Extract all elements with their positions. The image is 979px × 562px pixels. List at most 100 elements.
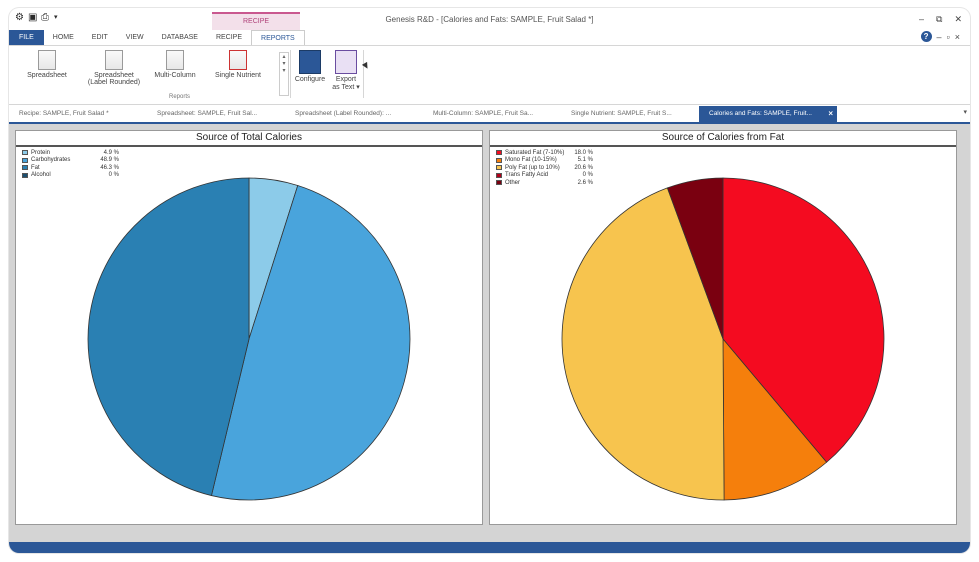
close-tab-icon[interactable]: × [828, 109, 833, 118]
pie-slice-other [666, 177, 724, 340]
chart-title: Source of Total Calories [16, 131, 482, 147]
multi-column-label: Multi-Column [154, 72, 196, 79]
ribbon-minimize-icon[interactable]: – [936, 31, 942, 42]
tab-view[interactable]: VIEW [125, 34, 144, 41]
tab-file[interactable]: FILE [9, 30, 44, 45]
spreadsheet-label-rounded-button[interactable]: Spreadsheet (Label Rounded) [83, 50, 145, 86]
save-icon[interactable]: ▣ [28, 12, 38, 23]
mdi-close-icon[interactable]: × [954, 31, 960, 42]
tab-recipe[interactable]: RECIPE [215, 34, 243, 41]
doc-tab-calories-and-fats[interactable]: Calories and Fats: SAMPLE, Fruit... × [699, 106, 837, 122]
export-label-2: as Text ▾ [332, 84, 360, 91]
spreadsheet-icon [38, 50, 56, 70]
title-bar: ⚙ ▣ ⎙ ▾ RECIPE Genesis R&D - [Calories a… [9, 8, 970, 30]
document-tabs: Recipe: SAMPLE, Fruit Salad * Spreadshee… [9, 106, 970, 124]
group-separator [363, 50, 364, 98]
legend-value: 48.9 % [100, 157, 119, 164]
pie-slice-mono-fat-10-15 [722, 337, 828, 501]
status-bar [9, 542, 970, 553]
legend-swatch [496, 157, 502, 163]
settings-icon[interactable]: ⚙ [15, 12, 24, 23]
spreadsheet-rounded-label-2: (Label Rounded) [87, 79, 141, 86]
legend-value: 4.9 % [103, 149, 119, 156]
customize-dropdown-icon[interactable]: ▾ [54, 14, 58, 21]
legend-label: Alcohol [31, 172, 51, 179]
legend-label: Carbohydrates [31, 157, 71, 164]
doc-tab-calories-and-fats-label: Calories and Fats: SAMPLE, Fruit... [709, 110, 812, 117]
spreadsheet-label: Spreadsheet [27, 72, 67, 79]
export-icon [335, 50, 357, 74]
spreadsheet-button[interactable]: Spreadsheet [25, 50, 69, 79]
legend-label: Protein [31, 149, 51, 156]
legend-value: 2.6 % [577, 179, 593, 186]
quick-access-toolbar: ⚙ ▣ ⎙ ▾ [15, 13, 64, 23]
configure-button[interactable]: Configure [293, 50, 327, 83]
help-controls: ? – ▫ × [920, 31, 960, 42]
ribbon-tabs: FILE HOME EDIT VIEW DATABASE RECIPE REPO… [9, 30, 970, 45]
window-controls: – ⧉ ✕ [919, 14, 962, 25]
legend-item-trans-fatty-acid: Trans Fatty Acid 0 % [496, 172, 593, 180]
gallery-scroll[interactable]: ▴ ▾ ▾ [279, 52, 289, 96]
doc-tab-single-nutrient[interactable]: Single Nutrient: SAMPLE, Fruit S... [571, 110, 672, 117]
configure-label: Configure [294, 76, 326, 83]
pie-slice-carbohydrates [210, 185, 411, 501]
spreadsheet-rounded-icon [105, 50, 123, 70]
legend-item-mono-fat-10-15: Mono Fat (10-15%) 5.1 % [496, 157, 593, 165]
pie-slice-poly-fat-up-to-10 [561, 187, 725, 501]
multi-column-icon [166, 50, 184, 70]
legend-value: 0 % [582, 172, 593, 179]
restore-button[interactable]: ⧉ [936, 14, 943, 24]
legend-swatch [496, 172, 502, 178]
context-tab-group-label: RECIPE [212, 12, 300, 30]
chart-legend: Protein 4.9 % Carbohydrates 48.9 % Fat 46.3 %… [22, 149, 119, 179]
ribbon: Spreadsheet Spreadsheet (Label Rounded) … [9, 45, 970, 105]
doc-tab-multi-column[interactable]: Multi-Column: SAMPLE, Fruit Sa... [433, 110, 534, 117]
mdi-restore-icon[interactable]: ▫ [946, 31, 950, 42]
legend-item-saturated-fat-7-10: Saturated Fat (7-10%) 18.0 % [496, 149, 593, 157]
window-title: Genesis R&D - [Calories and Fats: SAMPLE… [385, 15, 594, 24]
legend-swatch [22, 172, 28, 178]
app-window: ⚙ ▣ ⎙ ▾ RECIPE Genesis R&D - [Calories a… [9, 8, 970, 553]
legend-item-poly-fat-up-to-10: Poly Fat (up to 10%) 20.6 % [496, 164, 593, 172]
close-button[interactable]: ✕ [954, 14, 962, 24]
help-icon[interactable]: ? [920, 31, 932, 42]
legend-label: Poly Fat (up to 10%) [505, 164, 560, 171]
legend-label: Mono Fat (10-15%) [505, 157, 557, 164]
legend-swatch [22, 150, 28, 156]
legend-swatch [496, 180, 502, 186]
doc-tab-spreadsheet-rounded[interactable]: Spreadsheet (Label Rounded): ... [295, 110, 392, 117]
export-label-1: Export [335, 76, 357, 83]
chart-panel-calories-from-fat: Source of Calories from Fat Saturated Fa… [489, 130, 957, 525]
multi-column-button[interactable]: Multi-Column [149, 50, 201, 79]
tab-database[interactable]: DATABASE [161, 34, 198, 41]
legend-value: 46.3 % [100, 164, 119, 171]
doc-tab-spreadsheet[interactable]: Spreadsheet: SAMPLE, Fruit Sal... [157, 110, 258, 117]
pie-slice-fat [87, 177, 250, 497]
print-icon[interactable]: ⎙ [41, 12, 49, 23]
legend-swatch [22, 165, 28, 171]
legend-label: Trans Fatty Acid [505, 172, 549, 179]
legend-label: Other [505, 179, 521, 186]
legend-swatch [496, 165, 502, 171]
legend-label: Fat [31, 164, 40, 171]
chart-title: Source of Calories from Fat [490, 131, 956, 147]
single-nutrient-label: Single Nutrient [215, 72, 261, 79]
configure-icon [299, 50, 321, 74]
single-nutrient-icon [229, 50, 247, 70]
minimize-button[interactable]: – [919, 14, 925, 24]
tab-reports[interactable]: REPORTS [251, 30, 305, 45]
tab-edit[interactable]: EDIT [91, 34, 108, 41]
export-as-text-button[interactable]: Export as Text ▾ [329, 50, 363, 91]
legend-item-fat: Fat 46.3 % [22, 164, 119, 172]
legend-value: 18.0 % [574, 149, 593, 156]
group-separator [290, 50, 291, 98]
tab-list-dropdown-icon[interactable]: ▾ [963, 109, 967, 116]
report-content: Source of Total Calories Protein 4.9 % Car… [9, 124, 970, 544]
doc-tab-recipe[interactable]: Recipe: SAMPLE, Fruit Salad * [19, 110, 109, 117]
legend-value: 5.1 % [577, 157, 593, 164]
single-nutrient-button[interactable]: Single Nutrient [209, 50, 267, 79]
legend-item-other: Other 2.6 % [496, 179, 593, 187]
legend-swatch [496, 150, 502, 156]
legend-label: Saturated Fat (7-10%) [505, 149, 565, 156]
tab-home[interactable]: HOME [52, 34, 74, 41]
